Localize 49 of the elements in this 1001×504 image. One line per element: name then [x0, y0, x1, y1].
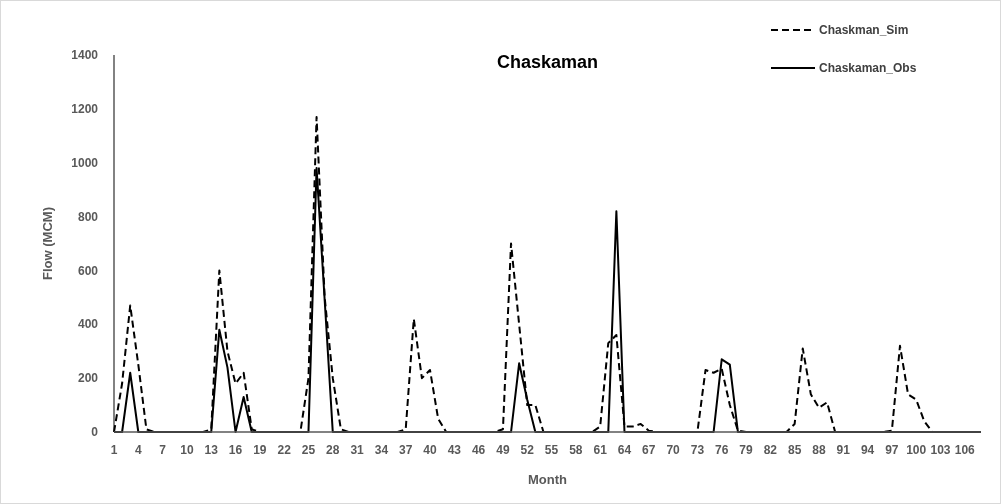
x-tick-label: 76 — [715, 443, 729, 457]
chart-title: Chaskaman — [496, 52, 599, 72]
x-tick-label: 49 — [496, 443, 510, 457]
x-tick-label: 25 — [301, 443, 316, 457]
x-tick-label: 10 — [180, 443, 194, 457]
x-tick-label: 79 — [739, 443, 754, 457]
y-axis-title: Flow (MCM) — [40, 207, 55, 280]
y-tick-label: 600 — [77, 263, 99, 278]
legend-label: Chaskaman_Obs — [819, 61, 917, 76]
y-tick-label: 1200 — [71, 102, 99, 117]
y-tick-label: 1000 — [71, 155, 99, 170]
x-tick-label: 16 — [228, 443, 243, 457]
y-tick-label: 0 — [91, 425, 99, 440]
x-tick-label: 19 — [253, 443, 267, 457]
x-tick-label: 106 — [954, 443, 976, 457]
legend-label: Chaskman_Sim — [819, 23, 909, 38]
y-tick-label: 800 — [77, 209, 99, 224]
x-tick-label: 4 — [134, 443, 142, 457]
x-tick-label: 85 — [787, 443, 802, 457]
x-tick-label: 73 — [690, 443, 705, 457]
x-tick-label: 34 — [374, 443, 389, 457]
x-tick-label: 67 — [642, 443, 656, 457]
x-tick-label: 94 — [860, 443, 875, 457]
x-tick-label: 55 — [544, 443, 559, 457]
x-tick-label: 43 — [447, 443, 462, 457]
x-tick-label: 58 — [569, 443, 583, 457]
x-tick-label: 97 — [885, 443, 899, 457]
x-tick-label: 31 — [350, 443, 365, 457]
x-tick-label: 82 — [763, 443, 778, 457]
x-tick-label: 1 — [110, 443, 118, 457]
x-tick-label: 37 — [399, 443, 413, 457]
x-tick-label: 40 — [423, 443, 437, 457]
y-tick-label: 200 — [77, 371, 99, 386]
x-tick-label: 100 — [906, 443, 927, 457]
x-tick-label: 46 — [471, 443, 486, 457]
x-tick-label: 22 — [277, 443, 292, 457]
x-tick-label: 64 — [617, 443, 632, 457]
x-axis-title: Month — [528, 472, 568, 487]
x-tick-label: 52 — [520, 443, 535, 457]
x-tick-label: 28 — [326, 443, 340, 457]
x-tick-label: 61 — [593, 443, 608, 457]
x-tick-label: 13 — [204, 443, 219, 457]
x-tick-label: 88 — [812, 443, 826, 457]
x-tick-label: 7 — [159, 443, 167, 457]
x-tick-label: 103 — [930, 443, 951, 457]
y-tick-label: 1400 — [71, 48, 99, 63]
x-tick-label: 70 — [666, 443, 681, 457]
y-tick-label: 400 — [77, 317, 99, 332]
x-tick-label: 91 — [836, 443, 851, 457]
